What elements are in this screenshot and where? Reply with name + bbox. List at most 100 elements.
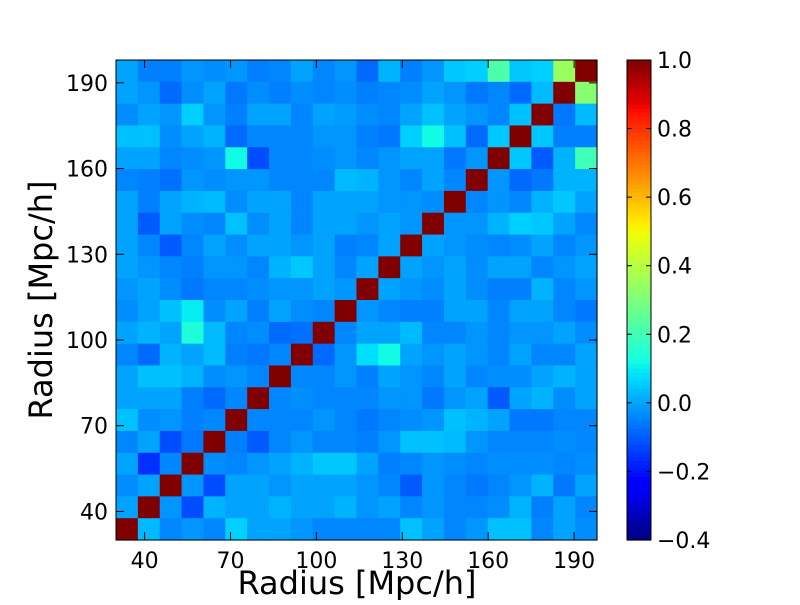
- colorbar-swatch: [627, 176, 651, 181]
- colorbar-swatch: [627, 508, 651, 513]
- heatmap-cell: [334, 496, 358, 519]
- colorbar-swatch: [627, 224, 651, 229]
- heatmap-cell: [269, 212, 292, 236]
- heatmap-cell: [290, 387, 314, 410]
- heatmap-cell: [269, 278, 292, 301]
- heatmap-cell: [531, 190, 554, 214]
- colorbar-swatch: [627, 420, 651, 425]
- heatmap-cell: [531, 256, 554, 279]
- heatmap-cell: [290, 343, 314, 367]
- heatmap-cell: [137, 147, 161, 170]
- colorbar-swatch: [627, 448, 651, 453]
- heatmap-cell: [159, 409, 183, 432]
- heatmap-cell: [334, 365, 358, 388]
- heatmap-cell: [116, 278, 139, 301]
- heatmap-cell: [378, 278, 401, 301]
- heatmap-cell: [422, 474, 445, 497]
- heatmap-cell: [487, 212, 511, 236]
- heatmap-cell: [137, 212, 161, 236]
- y-tick-label: 160: [66, 158, 108, 183]
- colorbar-swatch: [627, 488, 651, 493]
- colorbar-swatch: [627, 328, 651, 333]
- heatmap-cell: [137, 518, 161, 541]
- colorbar-swatch: [627, 368, 651, 373]
- heatmap-cell: [225, 103, 248, 127]
- colorbar-swatch: [627, 276, 651, 281]
- heatmap-cell: [509, 409, 533, 432]
- heatmap-cell: [334, 474, 358, 497]
- heatmap-cell: [290, 103, 314, 127]
- heatmap-cell: [312, 103, 336, 127]
- y-axis-label: Radius [Mpc/h]: [22, 180, 60, 419]
- heatmap-cell: [225, 212, 248, 236]
- heatmap-cell: [465, 343, 489, 367]
- heatmap-cell: [443, 169, 467, 192]
- heatmap-cell: [247, 430, 270, 454]
- colorbar-swatch: [627, 384, 651, 389]
- heatmap-cell: [531, 234, 554, 257]
- heatmap-cell: [137, 190, 161, 214]
- heatmap-cell: [137, 300, 161, 323]
- heatmap-cell: [553, 387, 576, 410]
- heatmap-cell: [116, 409, 139, 432]
- heatmap-cell: [116, 169, 139, 192]
- heatmap-cell: [443, 190, 467, 214]
- heatmap-cell: [575, 190, 598, 214]
- heatmap-cell: [334, 60, 358, 83]
- heatmap-cell: [487, 81, 511, 105]
- heatmap-cell: [269, 169, 292, 192]
- colorbar-swatch: [627, 128, 651, 133]
- heatmap-cell: [487, 430, 511, 454]
- colorbar-swatch: [627, 408, 651, 413]
- colorbar-swatch: [627, 380, 651, 385]
- heatmap-cell: [290, 496, 314, 519]
- colorbar-swatch: [627, 304, 651, 309]
- heatmap-cell: [225, 147, 248, 170]
- y-tick-label: 100: [66, 329, 108, 354]
- heatmap-cell: [312, 300, 336, 323]
- heatmap-cell: [509, 321, 533, 345]
- colorbar-swatch: [627, 84, 651, 89]
- heatmap-cell: [553, 190, 576, 214]
- colorbar-swatch: [627, 288, 651, 293]
- heatmap-cell: [269, 430, 292, 454]
- heatmap-cell: [400, 190, 423, 214]
- heatmap-cell: [159, 300, 183, 323]
- heatmap-cell: [356, 518, 379, 541]
- x-tick-label: 130: [381, 549, 423, 574]
- heatmap-cell: [378, 321, 401, 345]
- heatmap-cell: [400, 147, 423, 170]
- heatmap-cell: [225, 190, 248, 214]
- heatmap-cell: [203, 430, 226, 454]
- heatmap-cell: [290, 474, 314, 497]
- colorbar-swatch: [627, 320, 651, 325]
- heatmap-cell: [575, 81, 598, 105]
- heatmap-cell: [290, 169, 314, 192]
- heatmap-cell: [575, 343, 598, 367]
- heatmap-cell: [356, 256, 379, 279]
- heatmap-cell: [422, 212, 445, 236]
- heatmap-cell: [487, 365, 511, 388]
- heatmap-cell: [465, 125, 489, 148]
- heatmap-cell: [465, 474, 489, 497]
- heatmap-cell: [116, 343, 139, 367]
- heatmap-cell: [443, 278, 467, 301]
- colorbar-swatch: [627, 484, 651, 489]
- heatmap-cell: [378, 300, 401, 323]
- heatmap-cell: [225, 278, 248, 301]
- heatmap-cell: [356, 300, 379, 323]
- heatmap-cell: [181, 169, 205, 192]
- colorbar-swatch: [627, 200, 651, 205]
- heatmap-cell: [443, 60, 467, 83]
- heatmap-cell: [334, 125, 358, 148]
- colorbar-swatch: [627, 112, 651, 117]
- heatmap-cell: [181, 212, 205, 236]
- heatmap-cell: [116, 518, 139, 541]
- colorbar-swatch: [627, 316, 651, 321]
- heatmap-cell: [443, 496, 467, 519]
- colorbar-ticks: 1.0 0.8 0.6 0.4 0.2 0.0 −0.2 −0.4: [627, 49, 710, 554]
- colorbar-swatch: [627, 456, 651, 461]
- heatmap-cell: [575, 234, 598, 257]
- heatmap-cell: [290, 81, 314, 105]
